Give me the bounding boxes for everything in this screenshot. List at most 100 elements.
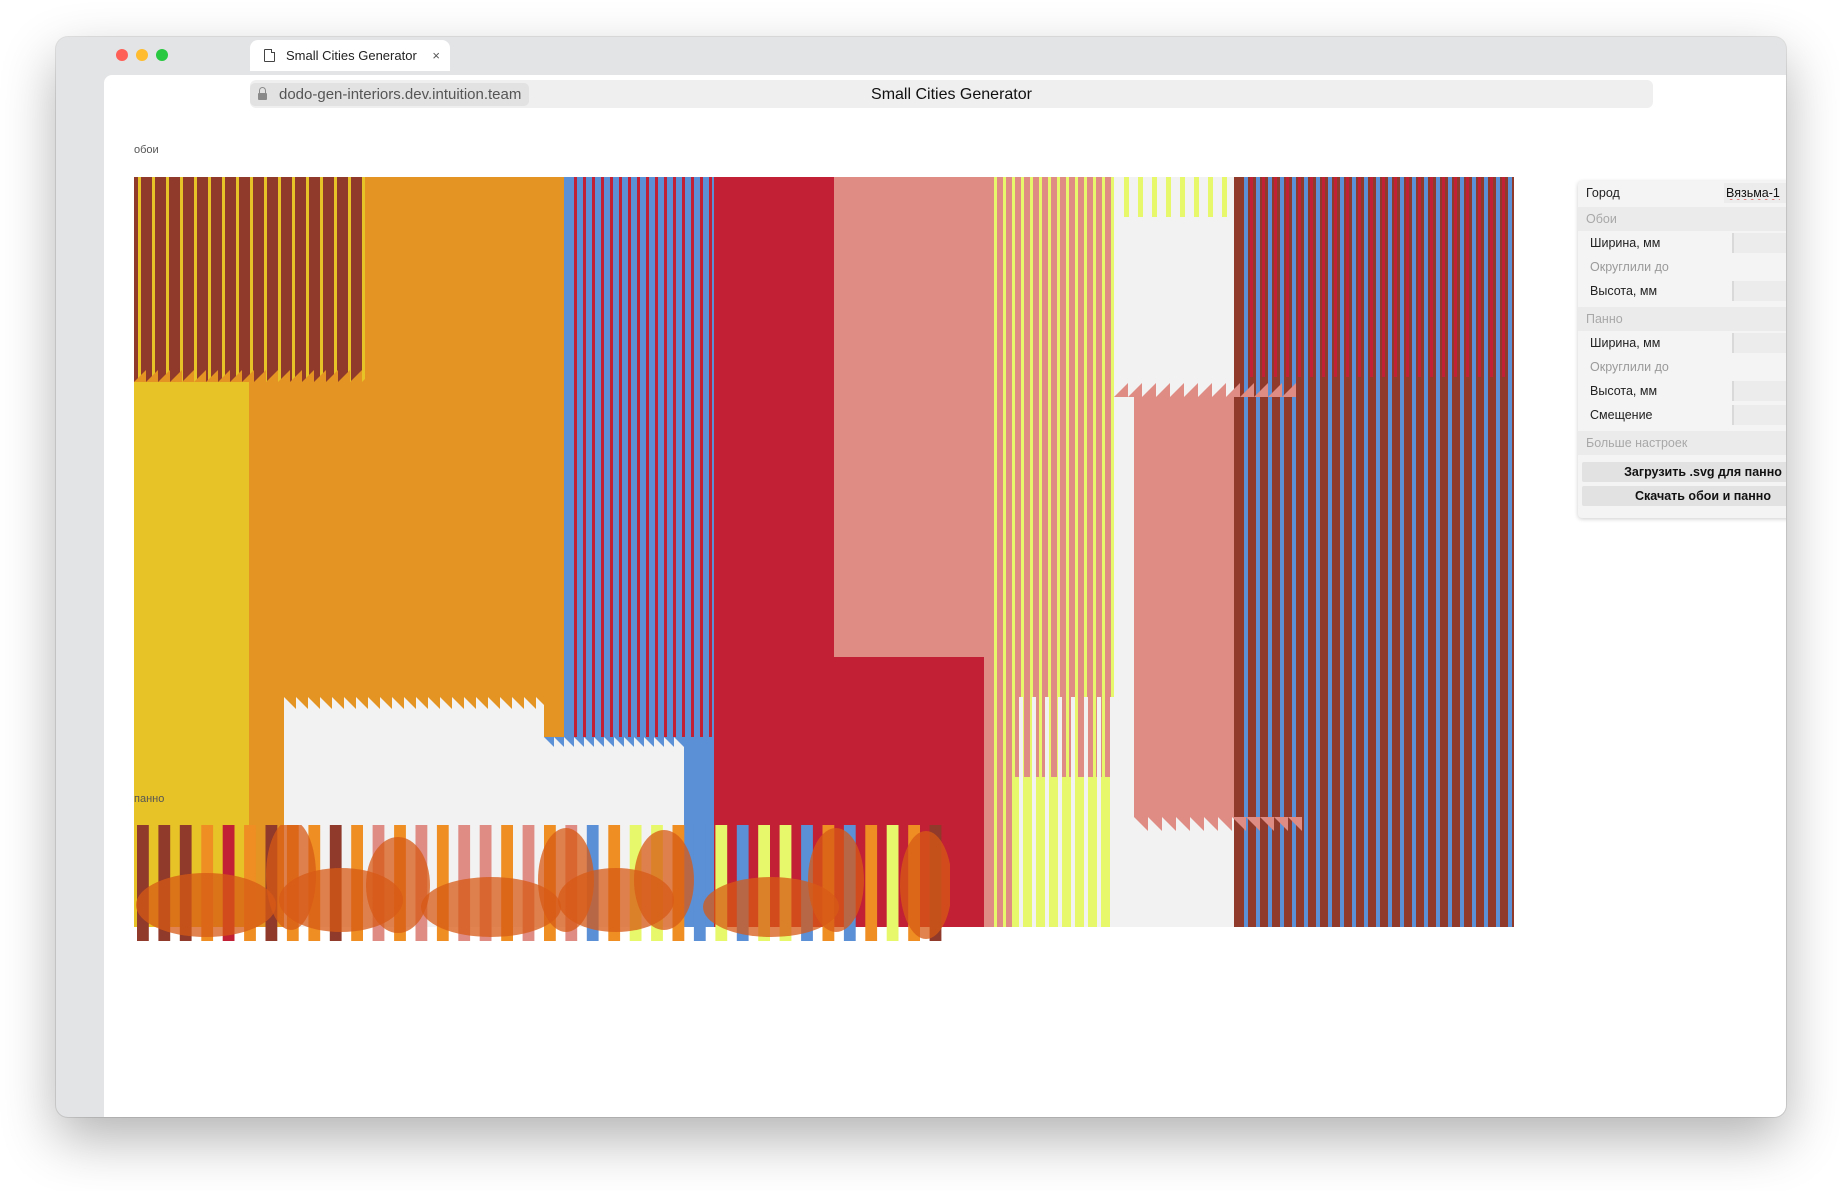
wallpaper-rounded-row: Округлили до 6000 [1578,255,1786,279]
wallpaper-stripe-white [414,697,418,927]
panno-blob [703,877,839,937]
wallpaper-stripe-lime [1066,177,1069,927]
panno-blob [634,830,694,930]
wallpaper-stripe-red [1322,177,1325,377]
wallpaper-section-label: Обои [1586,212,1617,226]
close-window-button[interactable] [116,49,128,61]
wallpaper-stripe-blue [594,177,597,737]
more-settings-header[interactable]: Больше настроек = [1578,431,1786,455]
wallpaper-stripe-red [1418,177,1421,377]
download-button[interactable]: Скачать обои и панно [1582,486,1786,506]
wallpaper-stripe-yellow [320,177,323,382]
wallpaper-stripe-red [583,177,586,737]
address-bar[interactable]: dodo-gen-interiors.dev.intuition.team Sm… [250,80,1653,108]
wallpaper-stripe-red [628,177,631,737]
panno-stripe [886,825,899,941]
wallpaper-stripe-yellow [180,177,183,382]
panno-stripe [693,825,706,941]
panno-blob [808,828,864,932]
wallpaper-stripe-blue [1328,177,1332,927]
wallpaper-stripe-red [601,177,604,737]
wallpaper-stripe-blue [1448,177,1452,927]
minimize-window-button[interactable] [136,49,148,61]
panno-width-input[interactable] [1732,333,1786,353]
wallpaper-stripe-yellow [292,177,295,382]
wallpaper-stripe-red [1286,177,1289,377]
wallpaper-stripe-red [1370,177,1373,377]
wallpaper-stripe-white [486,697,490,927]
wallpaper-stripe-white [498,697,502,927]
panno-blob [366,837,430,933]
wallpaper-stripe-white [366,697,370,927]
url-chip[interactable]: dodo-gen-interiors.dev.intuition.team [250,83,530,106]
wallpaper-stripe-red [637,177,640,737]
city-label: Город [1586,186,1620,200]
panno-rounded-label: Округлили до [1590,360,1669,374]
panno-label: панно [134,793,165,805]
wallpaper-stripe-pink [899,177,902,657]
wallpaper-stripe-red [1394,177,1397,377]
wallpaper-band-brown [134,177,364,382]
wallpaper-stripe-red [1382,177,1385,377]
wallpaper-stripe-lime [1021,177,1024,927]
panno-height-row: Высота, мм [1578,379,1786,403]
offset-input[interactable] [1732,405,1786,425]
wallpaper-stripe-red [1358,177,1361,377]
wallpaper-stripe-white [534,697,538,927]
wallpaper-stripe-blue [634,177,637,737]
wallpaper-stripe-blue [1400,177,1404,927]
wallpaper-stripe-red [646,177,649,737]
wallpaper-stripe-red [1346,177,1349,377]
wallpaper-stripe-lime [1180,177,1185,217]
wallpaper-stripe-white [390,697,394,927]
wallpaper-height-input[interactable] [1732,281,1786,301]
document-icon [264,49,275,62]
wallpaper-stripe-pink [854,177,857,657]
wallpaper-stripe-pink [944,177,947,657]
zoom-window-button[interactable] [156,49,168,61]
lock-icon [258,87,267,100]
wallpaper-stripe-red [1442,177,1445,377]
wallpaper-stripe-red [691,177,694,737]
wallpaper-sawtooth [284,697,548,709]
wallpaper-section-header[interactable]: Обои || [1578,207,1786,231]
wallpaper-stripe-yellow [250,177,253,382]
wallpaper-stripe-red [610,177,613,737]
wallpaper-preview [134,177,1514,927]
wallpaper-width-input[interactable] [1732,233,1786,253]
panno-height-label: Высота, мм [1590,384,1658,398]
wallpaper-stripe-red [1502,177,1505,377]
panno-blob [900,831,950,939]
wallpaper-stripe-blue [1388,177,1392,927]
wallpaper-stripe-white [522,697,526,927]
wallpaper-stripe-yellow [138,177,141,382]
browser-window: Small Cities Generator × dodo-gen-interi… [56,37,1786,1117]
panno-height-input[interactable] [1732,381,1786,401]
wallpaper-sawtooth [134,370,374,382]
wallpaper-stripe-red [1490,177,1493,377]
wallpaper-stripe-yellow [236,177,239,382]
wallpaper-stripe-yellow [362,177,365,382]
wallpaper-stripe-white [462,697,466,927]
panno-section-label: Панно [1586,312,1623,326]
wallpaper-width-label: Ширина, мм [1590,236,1661,250]
wallpaper-sawtooth [544,737,684,747]
upload-svg-button[interactable]: Загрузить .svg для панно [1582,462,1786,482]
city-input[interactable] [1724,183,1786,203]
wallpaper-rounded-label: Округлили до [1590,260,1669,274]
panno-section-header[interactable]: Панно || [1578,307,1786,331]
wallpaper-stripe-blue [694,177,697,737]
wallpaper-stripe-lime [1030,177,1033,927]
close-icon[interactable]: × [432,48,440,63]
wallpaper-stripe-yellow [242,382,245,927]
wallpaper-stripe-blue [1352,177,1356,927]
tab-title: Small Cities Generator [286,48,417,63]
wallpaper-stripe-lime [1093,177,1096,927]
wallpaper-band-red [714,177,834,927]
wallpaper-stripe-blue [1280,177,1284,927]
wallpaper-stripe-blue [1508,177,1512,927]
wallpaper-band-pink [834,177,994,657]
browser-tab[interactable]: Small Cities Generator × [250,40,450,71]
panno-stripe [137,825,149,941]
wallpaper-stripe-red [1262,177,1265,377]
